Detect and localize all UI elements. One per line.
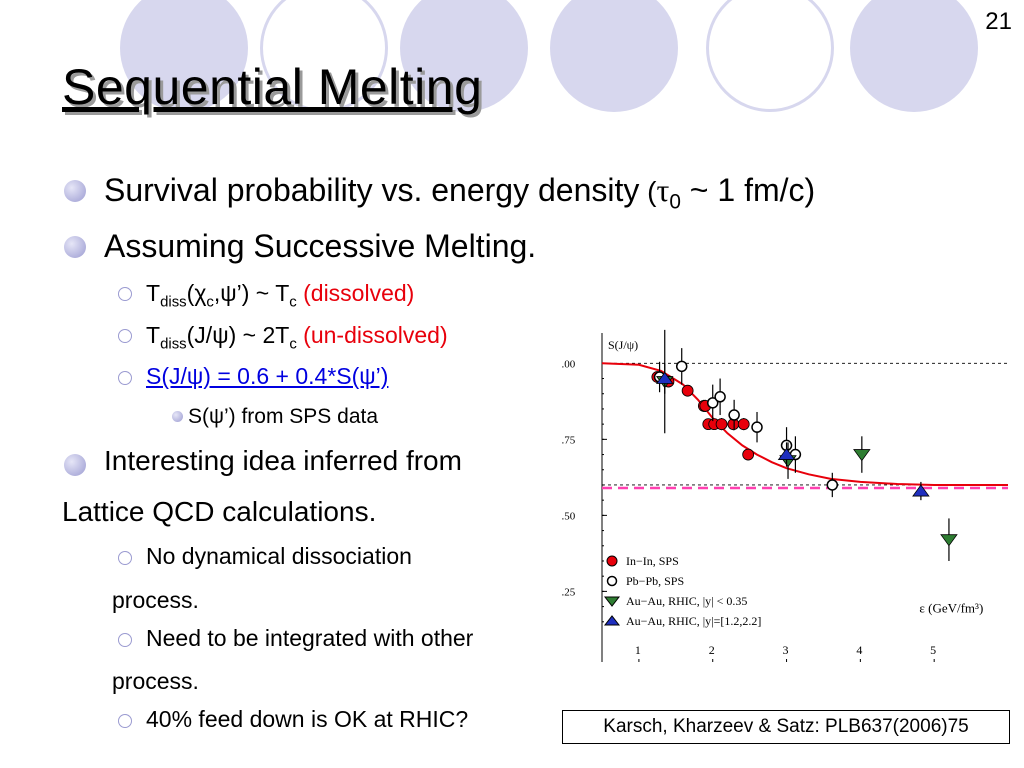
bullet-icon <box>64 236 86 258</box>
y-tick-label: 1.00 <box>562 358 576 370</box>
formula-link[interactable]: S(J/ψ) = 0.6 + 0.4*S(ψ’) <box>146 363 389 389</box>
reference-caption: Karsch, Kharzeev & Satz: PLB637(2006)75 <box>562 710 1010 744</box>
x-tick-label: 5 <box>930 643 936 657</box>
decor-circle <box>260 0 388 112</box>
data-point-in-in <box>737 418 750 431</box>
tau-subscript: 0 <box>669 190 681 214</box>
sub-bullet-tdiss-chi: Tdiss(χc,ψ’) ~ Tc (dissolved) <box>146 280 414 311</box>
fit-curve <box>601 362 1008 486</box>
data-point-pb-pb <box>675 360 688 373</box>
data-point-in-in <box>742 448 755 461</box>
data-point-in-in <box>715 418 728 431</box>
psi-text: ,ψ’) ~ T <box>213 280 290 306</box>
sub-bullet-feed-down: 40% feed down is OK at RHIC? <box>146 706 469 732</box>
data-point-au-au-central <box>853 449 871 462</box>
x-tick-label: 2 <box>709 643 715 657</box>
decor-circle <box>706 0 834 112</box>
legend-label: In−In, SPS <box>626 554 679 568</box>
bullet-paren: ( <box>639 176 657 207</box>
data-point-au-au-forward <box>655 371 674 384</box>
y-axis-label: S(J/ψ) <box>608 338 638 352</box>
undissolved-note: (un-dissolved) <box>296 322 448 348</box>
x-tick-label: 4 <box>856 643 862 657</box>
sub-bullet-no-dyn-line2: process. <box>112 587 199 613</box>
diss-subscript: diss <box>160 293 187 311</box>
sub-bullet-tdiss-jpsi: Tdiss(J/ψ) ~ 2Tc (un-dissolved) <box>146 322 448 353</box>
bullet-paren-rest: ~ 1 fm/c) <box>680 172 816 208</box>
chart-panel: 1.00 0.75 0.50 0.25 1 2 3 4 5 S(J/ψ) ε (GeV/fm³) In… <box>562 329 1020 662</box>
tau-symbol: τ <box>656 172 670 208</box>
bullet-icon <box>64 180 86 202</box>
x-axis-label: ε (GeV/fm³) <box>919 601 983 616</box>
sub-bullet-integrate-line1: Need to be integrated with other <box>146 625 474 651</box>
decor-circle <box>400 0 528 112</box>
y-tick-label: 0.50 <box>562 510 576 522</box>
legend-label: Pb−Pb, SPS <box>626 574 684 588</box>
slide-number: 21 <box>985 8 1012 35</box>
c-subscript: c <box>289 335 297 353</box>
sub-bullet-integrate-line2: process. <box>112 668 199 694</box>
sub-bullet-icon <box>118 551 132 565</box>
sub-bullet-icon <box>118 287 132 301</box>
sub-sub-bullet-icon <box>172 411 183 422</box>
t-symbol: T <box>146 322 161 348</box>
y-tick-label: 0.75 <box>562 434 576 446</box>
data-point-pb-pb <box>706 397 719 409</box>
x-tick-label: 3 <box>783 643 789 657</box>
c-subscript: c <box>206 293 214 311</box>
dissolved-note: (dissolved) <box>296 280 415 306</box>
sub-bullet-icon <box>118 371 132 385</box>
data-point-pb-pb <box>714 391 726 403</box>
y-tick-label: 0.25 <box>562 586 576 598</box>
data-point-au-au-forward <box>912 484 930 497</box>
legend-label: Au−Au, RHIC, |y|=[1.2,2.2] <box>626 614 761 628</box>
bullet-icon <box>64 454 86 476</box>
jpsi-text: (J/ψ) ~ 2T <box>186 322 290 348</box>
data-point-pb-pb <box>728 409 740 421</box>
bullet-text: Survival probability vs. energy density <box>104 172 640 208</box>
data-point-in-in <box>681 384 694 397</box>
diss-subscript: diss <box>160 335 187 353</box>
survival-probability-chart: 1.00 0.75 0.50 0.25 1 2 3 4 5 S(J/ψ) ε (GeV/fm³) In… <box>562 329 1008 662</box>
bullet-interesting-line1: Interesting idea inferred from <box>104 445 462 476</box>
legend-marker <box>606 575 618 587</box>
bullet-survival: Survival probability vs. energy density … <box>104 172 815 214</box>
sub-bullet-icon <box>118 714 132 728</box>
chi-symbol: χ <box>194 280 207 306</box>
sub-sub-bullet-sps: S(ψ’) from SPS data <box>188 405 379 428</box>
legend-label: Au−Au, RHIC, |y| < 0.35 <box>626 594 747 608</box>
paren: ( <box>186 280 195 306</box>
t-symbol: T <box>146 280 161 306</box>
sub-bullet-icon <box>118 633 132 647</box>
bullet-interesting-line2: Lattice QCD calculations. <box>62 496 377 527</box>
sub-bullet-no-dyn-line1: No dynamical dissociation <box>146 543 412 569</box>
data-point-au-au-central <box>940 534 958 547</box>
legend-marker <box>606 555 618 567</box>
data-point-pb-pb <box>826 479 839 491</box>
data-point-au-au-forward <box>777 447 796 460</box>
decor-circle <box>120 0 248 112</box>
c-subscript: c <box>289 293 297 311</box>
data-point-pb-pb <box>751 421 763 433</box>
bullet-assuming: Assuming Successive Melting. <box>104 228 537 264</box>
legend-marker <box>603 596 621 607</box>
slide-title: Sequential Melting <box>62 59 483 115</box>
decor-circle <box>850 0 978 112</box>
decor-circle <box>550 0 678 112</box>
x-tick-label: 1 <box>635 643 641 657</box>
legend-marker <box>603 615 621 626</box>
sub-bullet-icon <box>118 329 132 343</box>
